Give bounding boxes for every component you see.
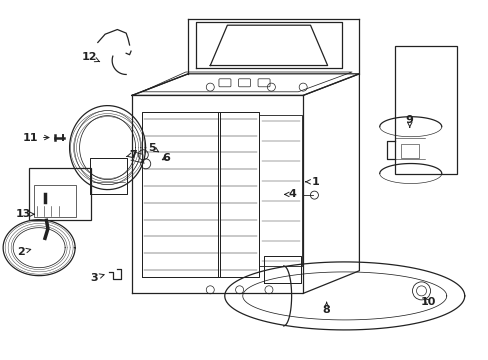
Bar <box>400 144 418 158</box>
Text: 6: 6 <box>162 153 170 163</box>
Text: 11: 11 <box>22 132 49 143</box>
Text: 4: 4 <box>284 189 296 199</box>
Text: 9: 9 <box>405 114 413 127</box>
Text: 13: 13 <box>16 209 34 219</box>
Bar <box>34 185 76 217</box>
Text: 12: 12 <box>81 52 100 62</box>
Text: 8: 8 <box>322 302 330 315</box>
Text: 3: 3 <box>90 273 104 283</box>
Text: 2: 2 <box>17 247 31 257</box>
Text: 7: 7 <box>126 150 137 160</box>
Bar <box>29 168 91 220</box>
Text: 1: 1 <box>305 177 319 187</box>
Text: 10: 10 <box>419 297 435 307</box>
Bar <box>394 45 456 174</box>
Text: 5: 5 <box>147 143 158 153</box>
